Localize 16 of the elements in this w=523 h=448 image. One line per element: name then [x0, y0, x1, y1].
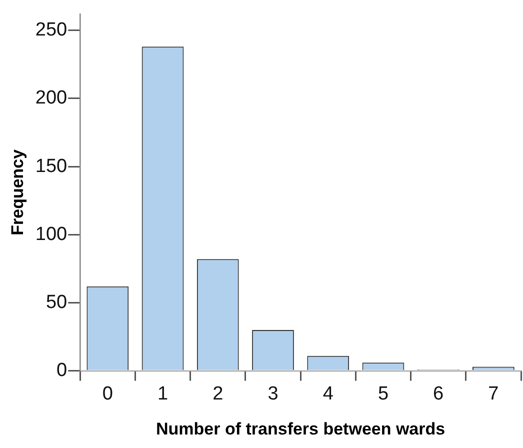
y-tick-label: 0 [56, 360, 68, 382]
y-tick-label: 150 [35, 156, 68, 177]
x-tick-label: 2 [212, 383, 224, 404]
y-tick-label: 250 [35, 20, 68, 41]
x-tick-label: 7 [488, 383, 499, 404]
x-tick-label: 5 [378, 383, 389, 404]
x-tick-label: 0 [102, 383, 113, 404]
y-axis-title: Frequency [8, 148, 27, 236]
x-tick-label: 1 [157, 383, 168, 404]
x-tick-label: 3 [268, 383, 278, 404]
x-tick-label: 4 [322, 383, 334, 404]
x-axis-title: Number of transfers between wards [156, 419, 446, 438]
x-tick-label: 6 [433, 383, 444, 404]
y-tick-label: 100 [35, 224, 68, 245]
y-tick-label: 200 [35, 88, 68, 109]
y-tick-label: 50 [46, 292, 68, 313]
